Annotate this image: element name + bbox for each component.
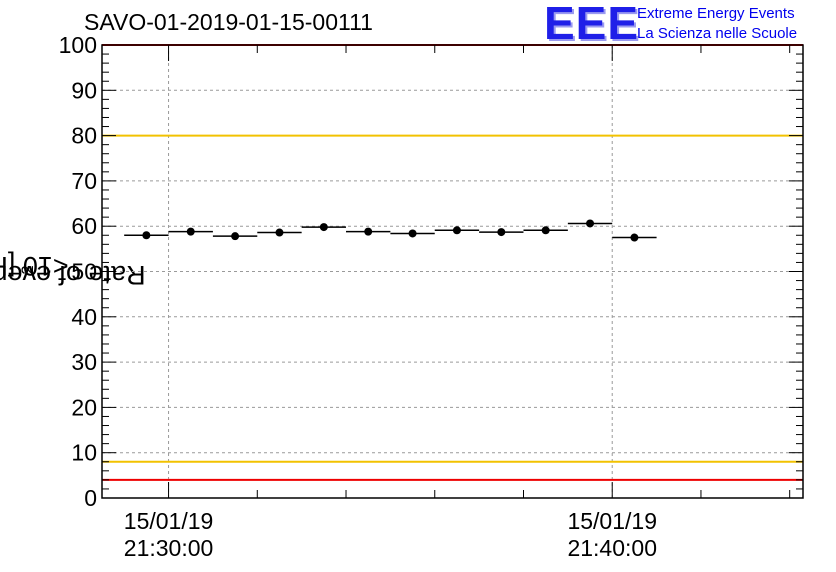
- x-tick-label: 15/01/19 21:30:00: [117, 508, 221, 562]
- x-tick-label: 15/01/19 21:40:00: [560, 508, 664, 562]
- data-point: [142, 231, 151, 240]
- x-tick-time: 21:30:00: [123, 535, 214, 561]
- y-tick-label: 30: [71, 349, 97, 375]
- y-tick-label: 70: [71, 168, 97, 194]
- x-tick-date: 15/01/19: [123, 508, 214, 534]
- y-tick-label: 50: [71, 259, 97, 285]
- logo-line-2: La Scienza nelle Scuole: [637, 25, 798, 42]
- data-point: [452, 226, 461, 235]
- eee-logo: EEE: [544, 0, 640, 49]
- data-point: [275, 228, 284, 237]
- chart-title: SAVO-01-2019-01-15-00111: [84, 9, 373, 35]
- data-point: [586, 219, 595, 228]
- y-tick-label: 10: [71, 440, 97, 466]
- data-point: [231, 232, 240, 241]
- data-point: [319, 223, 328, 232]
- data-point: [497, 228, 506, 237]
- y-tick-label: 90: [71, 77, 97, 103]
- y-tick-label: 100: [59, 32, 97, 58]
- data-point: [408, 229, 417, 238]
- data-point: [630, 233, 639, 242]
- y-tick-label: 40: [71, 304, 97, 330]
- y-tick-label: 0: [84, 485, 97, 511]
- y-tick-label: 60: [71, 213, 97, 239]
- data-point: [541, 226, 550, 235]
- data-point: [364, 227, 373, 236]
- logo-caption: Extreme Energy Events La Scienza nelle S…: [637, 4, 797, 44]
- logo-line-1: Extreme Energy Events: [637, 5, 795, 22]
- y-tick-label: 80: [71, 123, 97, 149]
- x-tick-time: 21:40:00: [567, 535, 657, 561]
- y-tick-label: 20: [71, 394, 97, 420]
- x-tick-date: 15/01/19: [567, 508, 657, 534]
- data-point: [186, 227, 195, 236]
